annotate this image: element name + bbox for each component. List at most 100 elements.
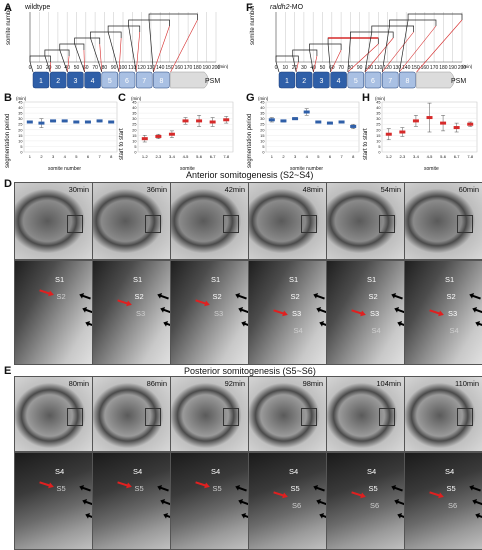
somite-cell xyxy=(330,71,347,89)
y-tick-label: 35 xyxy=(132,112,136,116)
x-tick-label: 70 xyxy=(92,65,98,71)
data-point xyxy=(50,119,57,123)
somite-label: S5 xyxy=(134,484,144,493)
data-point xyxy=(385,132,392,136)
panel-a-timeline: 0 10 20 30 40 50 60 70 80 90 100 110 120 130 140 150 160… xyxy=(29,12,220,89)
y-tick-label: 0 xyxy=(378,151,380,155)
zoom-region-box xyxy=(457,214,473,233)
somite-label: S5 xyxy=(56,484,66,493)
x-tick-label: 70 xyxy=(338,65,344,71)
x-tick-label: 120 xyxy=(137,65,146,71)
y-tick-label: 40 xyxy=(18,106,22,110)
data-point xyxy=(426,116,433,120)
black-arrow-marker xyxy=(237,295,247,300)
period-box xyxy=(292,49,318,73)
x-tick-label: 190 xyxy=(449,65,458,71)
black-arrow-marker xyxy=(477,515,482,520)
red-connector xyxy=(67,55,70,73)
panel-c-yunit: (min) xyxy=(131,96,142,101)
y-tick-label: 5 xyxy=(134,145,136,149)
y-tick-label: 15 xyxy=(18,134,22,138)
period-box xyxy=(44,49,70,73)
timepoint-label: 86min xyxy=(146,379,167,388)
red-arrow-marker xyxy=(117,481,130,487)
x-tick-label: 6 xyxy=(329,154,332,159)
x-tick-label: 160 xyxy=(421,65,430,71)
panel-g-yunit: (min) xyxy=(258,96,269,101)
y-tick-label: 0 xyxy=(20,151,22,155)
panel-f-ylabel: somite number xyxy=(250,5,256,45)
x-tick-label: 160 xyxy=(175,65,184,71)
overview-micrograph: 104min xyxy=(326,376,405,452)
data-point xyxy=(73,120,80,124)
x-tick-label: 5 xyxy=(75,154,78,159)
data-point xyxy=(196,119,203,123)
period-box xyxy=(381,19,437,73)
overview-micrograph: 48min xyxy=(248,182,327,260)
data-point xyxy=(326,121,333,125)
x-tick-label: 110 xyxy=(128,65,136,71)
black-arrow-marker xyxy=(474,501,482,506)
red-connector xyxy=(347,43,379,73)
y-tick-label: 25 xyxy=(132,123,136,127)
red-connector xyxy=(330,49,342,73)
panel-f-suffix: -MO xyxy=(289,4,304,11)
period-box xyxy=(347,31,394,73)
overview-micrograph: 60min xyxy=(404,182,482,260)
x-tick-label: 130 xyxy=(147,65,156,71)
x-tick-label: 4 xyxy=(64,154,67,159)
zoom-micrograph: S4 S5 S6 xyxy=(248,452,327,550)
panel-a-condition: wildtype xyxy=(25,4,51,11)
somite-cell xyxy=(67,71,84,89)
somite-label: S5 xyxy=(212,484,222,493)
data-point xyxy=(350,124,357,128)
black-arrow-marker xyxy=(159,295,169,300)
x-tick-label: 3 xyxy=(294,154,297,159)
zoom-region-box xyxy=(457,408,473,427)
overview-micrograph: 98min xyxy=(248,376,327,452)
panel-f-gene: raldh2 xyxy=(270,4,290,11)
panel-g-letter: G xyxy=(246,92,255,104)
somite-label: S4 xyxy=(293,326,303,335)
y-tick-label: 45 xyxy=(376,101,380,105)
period-box xyxy=(29,55,51,73)
zoom-region-box xyxy=(301,408,317,427)
x-tick-label: 3 xyxy=(52,154,55,159)
somite-cell-label: 1 xyxy=(39,78,43,85)
x-tick-label: 40 xyxy=(310,65,316,71)
x-tick-label: 7-8 xyxy=(223,154,230,159)
overview-micrograph: 110min xyxy=(404,376,482,452)
x-tick-label: 6-7 xyxy=(210,154,217,159)
psm-region xyxy=(170,71,209,89)
x-tick-label: 5 xyxy=(317,154,320,159)
somite-cell-label: 8 xyxy=(159,78,163,85)
somite-cell xyxy=(101,71,119,89)
somite-label: S6 xyxy=(292,501,302,510)
zoom-micrograph: S1 S2 S3 S4 xyxy=(248,260,327,365)
x-tick-label: 20 xyxy=(292,65,298,71)
panel-a-ylabel: somite number xyxy=(6,5,12,45)
x-tick-label: 60 xyxy=(329,65,335,71)
panel-f-condition: raldh2-MO xyxy=(270,4,303,11)
somite-cell xyxy=(381,71,399,89)
y-tick-label: 5 xyxy=(262,145,264,149)
zoom-micrograph: S1 S2 xyxy=(14,260,93,365)
period-box xyxy=(364,25,414,73)
overview-micrograph: 54min xyxy=(326,182,405,260)
data-point xyxy=(38,121,45,125)
x-tick-label: 5-6 xyxy=(196,154,203,159)
somite-label: S4 xyxy=(133,467,143,476)
panel-f-xunit: (min) xyxy=(462,64,473,69)
zoom-micrograph: S4 S5 xyxy=(92,452,171,550)
somite-cell xyxy=(118,71,136,89)
data-point xyxy=(155,134,162,138)
period-box xyxy=(148,13,198,73)
y-tick-label: 20 xyxy=(260,128,264,132)
somite-cell-label: 5 xyxy=(354,78,358,85)
somite-cell xyxy=(347,71,365,89)
red-connector xyxy=(399,25,437,73)
panel-c-letter: C xyxy=(118,92,126,104)
panel-h-yunit: (min) xyxy=(375,96,386,101)
black-arrow-marker xyxy=(477,323,482,328)
